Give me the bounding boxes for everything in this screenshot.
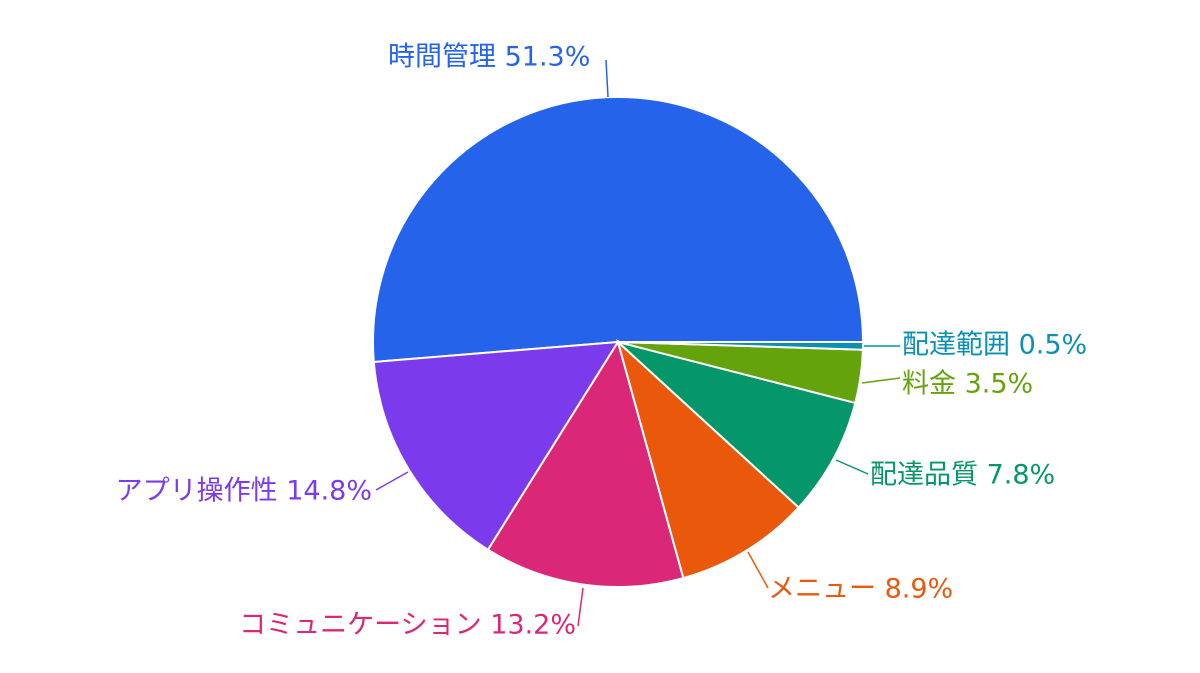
slice-label-2: アプリ操作性 14.8% xyxy=(116,476,372,507)
slice-label-1: 時間管理 51.3% xyxy=(388,42,590,73)
leader-line-4 xyxy=(747,551,769,589)
pie-slice-4 xyxy=(616,338,801,580)
leader-line-6 xyxy=(861,377,901,384)
pie-slice-1 xyxy=(372,95,865,364)
slice-label-7: 配達範囲 0.5% xyxy=(902,330,1087,361)
slice-label-4: メニュー 8.9% xyxy=(768,574,953,605)
leader-line-1 xyxy=(605,59,609,98)
pie-slice-2 xyxy=(372,340,620,552)
leader-line-5 xyxy=(835,459,869,475)
slice-label-5: 配達品質 7.8% xyxy=(870,460,1055,491)
slice-label-3: コミュニケーション 13.2% xyxy=(239,610,576,641)
pie-slice-7 xyxy=(617,341,865,351)
slice-label-6: 料金 3.5% xyxy=(902,369,1033,400)
pie-slice-5 xyxy=(617,341,857,509)
leader-line-3 xyxy=(577,587,584,627)
leader-line-2 xyxy=(375,471,409,491)
